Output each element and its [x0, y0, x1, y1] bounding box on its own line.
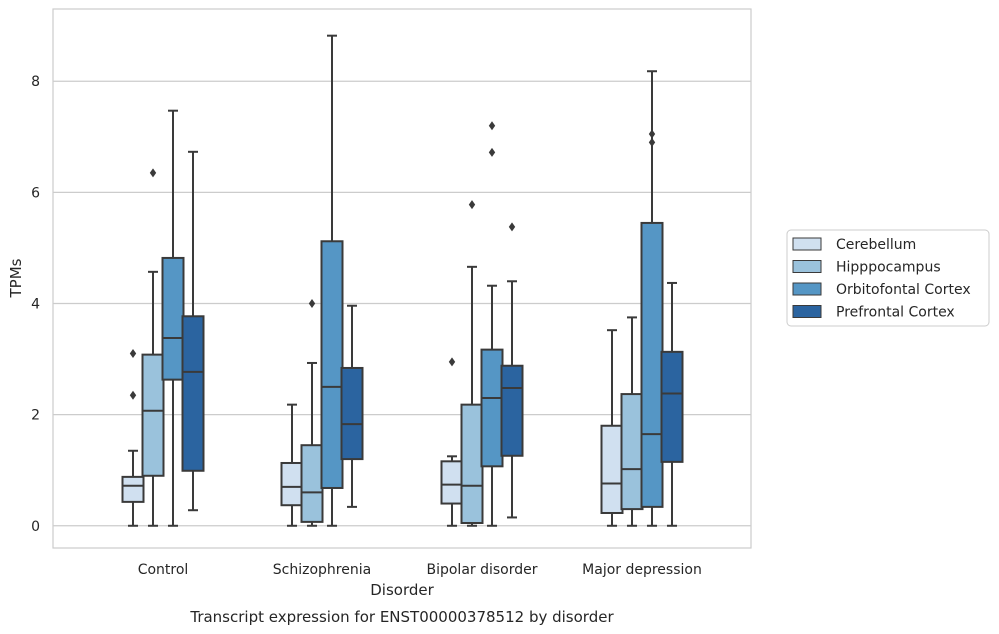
outlier-point: [308, 299, 316, 309]
box-group: [600, 329, 624, 527]
box: [500, 364, 524, 457]
axis-ticks: 0 2 4 6 8 Control Schizophrenia Bipolar disorde…: [31, 74, 702, 578]
outlier-point: [488, 147, 496, 157]
chart-title: Transcript expression for ENST0000037851…: [189, 608, 614, 626]
legend-label: Hipppocampus: [836, 260, 941, 276]
box: [121, 475, 145, 503]
box: [300, 444, 324, 523]
box: [340, 366, 364, 461]
legend-item: Hipppocampus: [792, 260, 941, 276]
y-axis-label: TPMs: [7, 258, 25, 298]
series-orbitofontal-cortex: [161, 34, 664, 527]
box-group: [620, 316, 644, 527]
box-group: [460, 200, 484, 527]
legend-swatch: [792, 237, 822, 251]
y-tick-label: 6: [31, 185, 40, 201]
box: [161, 256, 185, 381]
box-series-group: [121, 34, 684, 527]
legend: Cerebellum Hipppocampus Orbitofontal Corte…: [786, 229, 990, 327]
legend-frame: [786, 229, 990, 327]
y-tick-label: 2: [31, 408, 40, 424]
legend-swatch: [792, 305, 822, 318]
outlier-point: [508, 222, 516, 232]
outlier-point: [149, 168, 157, 178]
box: [320, 240, 344, 489]
box: [660, 350, 684, 463]
legend-items: Cerebellum Hipppocampus Orbitofontal Corte…: [792, 237, 971, 321]
y-tick-label: 8: [31, 74, 40, 90]
legend-label: Cerebellum: [836, 237, 916, 253]
x-tick-label: Control: [138, 562, 189, 578]
box-group: [340, 304, 364, 508]
outlier-point: [468, 200, 476, 210]
y-tick-label: 4: [31, 297, 40, 313]
legend-swatch: [792, 260, 822, 273]
box-group: [500, 222, 524, 519]
box-group: [660, 281, 684, 527]
legend-item: Prefrontal Cortex: [792, 305, 955, 321]
series-cerebellum: [121, 329, 624, 527]
box: [480, 348, 504, 468]
outlier-point: [648, 137, 656, 147]
outlier-point: [488, 121, 496, 131]
legend-item: Orbitofontal Cortex: [792, 282, 971, 298]
box: [640, 221, 664, 508]
outlier-point: [129, 390, 137, 400]
box: [280, 461, 304, 507]
legend-label: Orbitofontal Cortex: [836, 282, 971, 298]
outlier-point: [129, 349, 137, 359]
x-tick-label: Schizophrenia: [273, 562, 371, 578]
box: [460, 403, 484, 524]
box: [181, 315, 205, 472]
outlier-point: [448, 357, 456, 367]
box: [620, 393, 644, 511]
series-hipppocampus: [141, 168, 644, 527]
box: [440, 460, 464, 505]
x-tick-label: Major depression: [582, 562, 702, 578]
box-group: [181, 150, 205, 512]
box-group: [161, 109, 185, 527]
x-axis-label: Disorder: [370, 581, 434, 599]
box-group: [141, 168, 165, 527]
box: [600, 424, 624, 514]
y-tick-label: 0: [31, 519, 40, 535]
box-group: [320, 34, 344, 527]
x-tick-label: Bipolar disorder: [426, 562, 537, 578]
box-group: [121, 349, 145, 527]
legend-label: Prefrontal Cortex: [836, 305, 955, 321]
outlier-point: [648, 129, 656, 139]
box: [141, 353, 165, 477]
series-prefrontal-cortex: [181, 150, 684, 527]
legend-item: Cerebellum: [792, 237, 916, 253]
legend-swatch: [792, 282, 822, 296]
